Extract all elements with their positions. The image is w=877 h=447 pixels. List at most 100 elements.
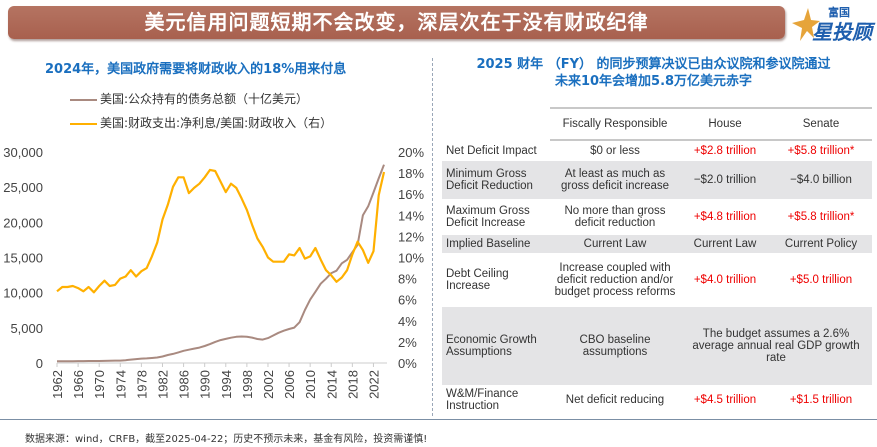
x-tick-label: 2006 — [282, 370, 297, 399]
logo-brand-big: 星投顾 — [812, 20, 872, 44]
table-row: Debt Ceiling Increase Increase coupled wi… — [442, 253, 872, 307]
debt-held-by-public-line — [57, 164, 385, 363]
row-label: Debt Ceiling Increase — [446, 268, 509, 292]
header-banner — [8, 6, 785, 39]
x-tick-label: 1998 — [240, 370, 255, 399]
y-right-tick-label: 0% — [398, 356, 417, 371]
row-label: Maximum Gross Deficit Increase — [446, 205, 530, 229]
table-row: Economic Growth Assumptions CBO baseline … — [442, 307, 872, 385]
y-axis-left: 0 5,000 10,000 15,000 20,000 25,000 30,000 — [3, 145, 43, 371]
table-row: Implied Baseline Current Law Current Law Cu… — [442, 235, 872, 253]
chart-title: 2024年，美国政府需要将财政收入的18%用来付息 — [45, 62, 347, 77]
legend-item-debt: 美国:公众持有的债务总额（十亿美元） — [70, 90, 308, 107]
row-label: Minimum Gross Deficit Reduction — [442, 161, 550, 199]
cell-house: Current Law — [680, 235, 770, 253]
y-left-tick-label: 10,000 — [3, 286, 43, 301]
logo-brand-small: 富国 — [828, 6, 850, 19]
legend-item-interest: 美国:财政支出:净利息/美国:财政收入（右） — [70, 114, 332, 131]
header-fiscal: Fiscally Responsible — [550, 107, 680, 141]
cell-house: +$4.8 trillion — [693, 211, 757, 223]
y-right-tick-label: 16% — [398, 187, 424, 202]
y-right-tick-label: 12% — [398, 229, 424, 244]
row-label: Implied Baseline — [442, 235, 550, 253]
row-label: W&M/Finance Instruction — [446, 388, 519, 412]
x-tick-label: 2002 — [261, 370, 276, 399]
line-chart: 0 5,000 10,000 15,000 20,000 25,000 30,000 0% 2… — [3, 145, 424, 399]
table-title-line1: 2025 财年 （FY） 的同步预算决议已由众议院和参议院通过 — [476, 57, 831, 72]
y-right-tick-label: 10% — [398, 251, 424, 266]
y-right-tick-label: 2% — [398, 335, 417, 350]
header-blank — [442, 108, 550, 140]
cell-house: +$4.0 trillion — [693, 274, 757, 286]
cell-house-senate-merged: The budget assumes a 2.6% average annual… — [680, 307, 872, 385]
cell-senate: +$5.0 trillion — [789, 274, 853, 286]
cell-senate: +$1.5 trillion — [789, 394, 853, 406]
series-lines — [56, 164, 386, 363]
cell-fiscal: $0 or less — [590, 145, 640, 157]
x-tick-label: 1978 — [134, 370, 149, 399]
x-tick-label: 1982 — [155, 370, 170, 399]
cell-house: +$2.8 trillion — [693, 145, 757, 157]
row-label: Economic Growth Assumptions — [442, 307, 550, 385]
cell-fiscal: At least as much as gross deficit increa… — [550, 161, 680, 199]
table-title: 2025 财年 （FY） 的同步预算决议已由众议院和参议院通过 未来10年会增加… — [430, 56, 877, 90]
y-axis-right: 0% 2% 4% 6% 8% 10% 12% 14% 16% 18% 20% — [398, 145, 424, 371]
y-right-tick-label: 14% — [398, 208, 424, 223]
y-left-tick-label: 20,000 — [3, 215, 43, 230]
x-tick-label: 2018 — [345, 370, 360, 399]
brand-logo: 富国 星投顾 — [790, 2, 877, 46]
x-axis: 1962 1966 1970 1974 1978 1982 1986 1990 1994 1998… — [50, 362, 387, 399]
table-header-row: Fiscally Responsible House Senate — [442, 107, 872, 141]
cell-fiscal: No more than gross deficit reduction — [564, 205, 666, 229]
legend-label-debt: 美国:公众持有的债务总额（十亿美元） — [100, 92, 309, 106]
x-tick-label: 1970 — [92, 370, 107, 399]
cell-house: +$4.5 trillion — [693, 394, 757, 406]
y-left-tick-label: 25,000 — [3, 180, 43, 195]
cell-senate: −$4.0 billion — [770, 161, 872, 199]
y-left-tick-label: 5,000 — [10, 321, 43, 336]
legend-swatch-interest — [70, 122, 97, 125]
cell-house: −$2.0 trillion — [680, 161, 770, 199]
star-icon — [792, 8, 820, 41]
footer-divider — [0, 419, 877, 420]
table-row: Net Deficit Impact $0 or less +$2.8 trilli… — [442, 140, 872, 161]
budget-comparison-table: Fiscally Responsible House Senate Net De… — [442, 107, 872, 415]
y-right-tick-label: 8% — [398, 272, 417, 287]
cell-fiscal: Current Law — [550, 235, 680, 253]
table-row: Minimum Gross Deficit Reduction At least … — [442, 161, 872, 199]
y-left-tick-label: 30,000 — [3, 145, 43, 160]
x-tick-label: 1994 — [219, 370, 234, 399]
header-senate: Senate — [770, 107, 872, 141]
y-left-tick-label: 15,000 — [3, 251, 43, 266]
panel-divider — [432, 58, 433, 416]
x-tick-label: 1990 — [198, 370, 213, 399]
cell-senate: +$5.8 trillion* — [787, 145, 855, 157]
x-tick-label: 2022 — [366, 370, 381, 399]
table-title-line2: 未来10年会增加5.8万亿美元赤字 — [554, 74, 753, 89]
page-title: 美元信用问题短期不会改变，深层次在于没有财政纪律 — [144, 10, 649, 34]
cell-fiscal: Net deficit reducing — [565, 394, 665, 406]
x-tick-label: 2014 — [324, 370, 339, 399]
row-label: Net Deficit Impact — [446, 144, 537, 157]
table-row: Maximum Gross Deficit Increase No more th… — [442, 199, 872, 235]
footer-source: 数据来源：wind，CRFB，截至2025-04-22；历史不预示未来，基金有风… — [25, 434, 428, 445]
header-house: House — [680, 107, 770, 141]
x-tick-label: 1974 — [113, 370, 128, 399]
x-tick-label: 1986 — [177, 370, 192, 399]
table-row: W&M/Finance Instruction Net deficit reduc… — [442, 385, 872, 415]
y-right-tick-label: 20% — [398, 145, 424, 160]
x-tick-label: 1966 — [71, 370, 86, 399]
cell-fiscal: Increase coupled with deficit reduction … — [554, 262, 676, 298]
cell-fiscal: CBO baseline assumptions — [550, 307, 680, 385]
x-tick-label: 1962 — [50, 370, 65, 399]
cell-senate: +$5.8 trillion* — [787, 211, 855, 223]
x-tick-label: 2010 — [303, 370, 318, 399]
y-right-tick-label: 18% — [398, 166, 424, 181]
y-right-tick-label: 4% — [398, 314, 417, 329]
net-interest-to-revenue-line — [56, 168, 386, 294]
legend-swatch-debt — [70, 98, 97, 101]
legend-label-interest: 美国:财政支出:净利息/美国:财政收入（右） — [100, 116, 333, 130]
cell-senate: Current Policy — [770, 235, 872, 253]
y-left-tick-label: 0 — [36, 356, 43, 371]
y-right-tick-label: 6% — [398, 293, 417, 308]
